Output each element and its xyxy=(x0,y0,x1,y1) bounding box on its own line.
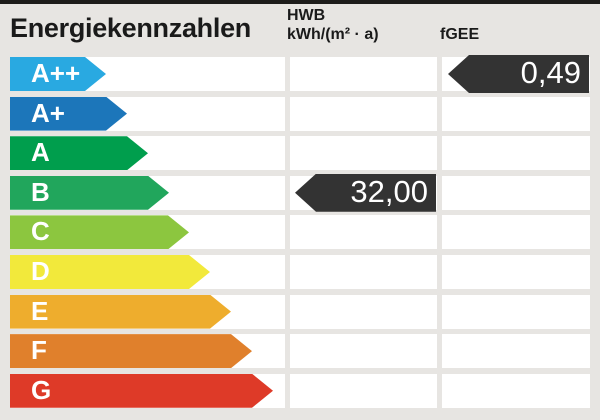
rating-arrow: C xyxy=(10,215,189,249)
rating-label: D xyxy=(31,255,50,286)
hwb-cell xyxy=(290,215,437,250)
fgee-value-badge: 0,49 xyxy=(448,55,589,93)
scale-cell: A xyxy=(10,136,285,171)
fgee-cell xyxy=(442,294,590,329)
rating-label: A++ xyxy=(31,58,81,88)
fgee-cell xyxy=(442,254,590,289)
rating-arrow: E xyxy=(10,295,231,329)
rating-label: B xyxy=(31,176,50,207)
rating-arrow: B xyxy=(10,176,169,210)
fgee-cell xyxy=(442,175,590,210)
hwb-label: HWB xyxy=(287,7,326,24)
fgee-cell xyxy=(442,136,590,171)
fgee-cell: 0,49 xyxy=(442,55,590,93)
scale-cell: A++ xyxy=(10,57,285,91)
scale-cell: C xyxy=(10,215,285,250)
fgee-cell xyxy=(442,373,590,408)
hwb-cell xyxy=(290,294,437,329)
top-border xyxy=(0,0,600,4)
energy-grid: A++ 0,49 A+ A B 32,00 C D E F G xyxy=(10,55,590,408)
scale-cell: A+ xyxy=(10,96,285,131)
rating-arrow: G xyxy=(10,374,273,408)
hwb-column-header: HWB kWh/(m² · a) xyxy=(287,7,379,44)
scale-cell: B xyxy=(10,175,285,210)
hwb-cell xyxy=(290,136,437,171)
fgee-cell xyxy=(442,334,590,369)
page-title: Energiekennzahlen xyxy=(10,13,251,43)
rating-arrow: F xyxy=(10,334,252,368)
hwb-cell xyxy=(290,57,437,91)
hwb-cell: 32,00 xyxy=(290,173,437,212)
hwb-cell xyxy=(290,334,437,369)
rating-label: A xyxy=(31,137,50,168)
scale-cell: E xyxy=(10,294,285,329)
rating-label: C xyxy=(31,216,50,247)
fgee-column-header: fGEE xyxy=(440,25,480,43)
rating-label: A+ xyxy=(31,97,65,128)
hwb-cell xyxy=(290,96,437,131)
rating-label: F xyxy=(31,335,47,366)
rating-arrow: D xyxy=(10,255,210,289)
rating-label: E xyxy=(31,295,49,326)
rating-arrow: A xyxy=(10,136,148,170)
fgee-cell xyxy=(442,215,590,250)
rating-arrow: A+ xyxy=(10,97,127,131)
hwb-unit: kWh/(m² · a) xyxy=(287,25,379,43)
hwb-cell xyxy=(290,254,437,289)
scale-cell: D xyxy=(10,254,285,289)
scale-cell: G xyxy=(10,373,285,408)
fgee-cell xyxy=(442,96,590,131)
hwb-value-badge: 32,00 xyxy=(295,173,436,212)
scale-cell: F xyxy=(10,334,285,369)
rating-arrow: A++ xyxy=(10,57,106,91)
rating-label: G xyxy=(31,374,52,405)
hwb-cell xyxy=(290,373,437,408)
